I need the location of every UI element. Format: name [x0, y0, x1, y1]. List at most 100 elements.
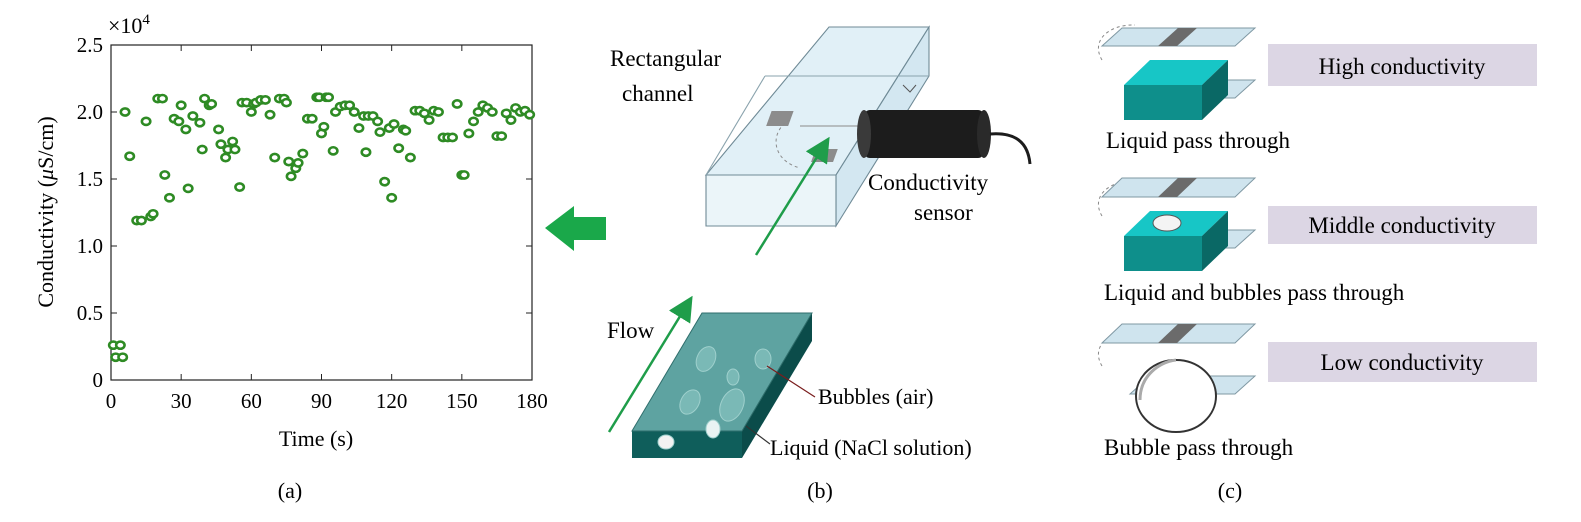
data-point: [348, 107, 360, 117]
data-point: [259, 95, 271, 105]
y-tick-label: 1.0: [77, 234, 103, 258]
data-point: [472, 107, 484, 117]
x-tick-label: 120: [376, 389, 408, 413]
liquid-cube-top: [1124, 60, 1228, 85]
data-point: [245, 107, 257, 117]
x-tick-label: 30: [171, 389, 192, 413]
state-high: High conductivity Liquid pass through: [1097, 24, 1537, 153]
bubble-in-cube: [1152, 214, 1182, 232]
y-axis-ticks: 0 0.5 1.0 1.5 2.0 2.5: [77, 33, 532, 392]
data-point: [215, 139, 227, 150]
data-point: [199, 93, 211, 104]
data-point: [446, 132, 458, 143]
data-point: [285, 171, 297, 182]
data-point: [117, 352, 129, 363]
data-point: [393, 143, 405, 154]
channel-flow-arrow: [754, 136, 830, 256]
sensor-label-line1: Conductivity: [868, 170, 989, 195]
bubbles-leader: [766, 365, 816, 398]
data-point: [297, 148, 309, 159]
x-tick-label: 90: [311, 389, 332, 413]
data-point: [306, 113, 318, 124]
electrode-top: [766, 111, 794, 126]
y-tick-label: 0.5: [77, 301, 103, 325]
data-point: [159, 170, 171, 180]
caption-high: Liquid pass through: [1106, 128, 1290, 153]
y-tick-label: 0: [93, 368, 104, 392]
badge-middle: [1268, 206, 1537, 244]
liquid-label: Liquid (NaCl solution): [770, 435, 972, 460]
conductivity-sensor-probe: [857, 110, 1032, 165]
data-point: [206, 99, 218, 109]
x-tick-label: 60: [241, 389, 262, 413]
data-point: [173, 116, 185, 127]
data-point: [388, 119, 400, 129]
data-point: [213, 124, 225, 135]
data-point: [182, 183, 194, 194]
data-point: [432, 107, 444, 117]
badge-low: [1268, 342, 1537, 382]
caption-middle: Liquid and bubbles pass through: [1104, 280, 1405, 305]
panel-c-states: High conductivity Liquid pass through Mi…: [1097, 24, 1537, 503]
badge-low-text: Low conductivity: [1321, 350, 1484, 375]
sensor-label-line2: sensor: [914, 200, 973, 225]
left-arrow-icon: [545, 206, 606, 251]
data-point: [353, 123, 365, 133]
data-point: [135, 215, 147, 226]
data-point: [119, 107, 131, 117]
data-point: [196, 144, 208, 155]
x-tick-label: 180: [516, 389, 548, 413]
data-point: [124, 151, 136, 162]
data-point: [292, 158, 304, 168]
data-point: [234, 182, 246, 192]
channel-label-line2: channel: [622, 81, 694, 106]
x-axis-label: Time (s): [279, 426, 353, 451]
data-point: [318, 121, 330, 132]
y-exponent-label: ×104: [108, 12, 150, 38]
channel-dashed-outline: [775, 119, 801, 169]
x-axis-ticks: 0 30 60 90 120 150 180: [106, 45, 548, 413]
data-point: [423, 115, 435, 125]
y-tick-label: 2.0: [77, 100, 103, 124]
data-point: [505, 115, 517, 125]
data-point: [486, 107, 498, 117]
data-point: [156, 93, 168, 104]
bubbles-label: Bubbles (air): [818, 384, 933, 409]
data-point: [360, 147, 372, 158]
data-point: [404, 152, 416, 163]
caption-low: Bubble pass through: [1104, 435, 1294, 460]
state-middle: Middle conductivity Liquid and bubbles p…: [1097, 177, 1537, 305]
data-point: [280, 97, 292, 108]
x-tick-label: 150: [446, 389, 478, 413]
channel-label-line1: Rectangular: [610, 46, 721, 71]
data-point: [323, 92, 335, 103]
data-point: [374, 127, 386, 137]
data-point: [227, 136, 239, 147]
data-point: [379, 176, 391, 187]
scatter-points: [107, 92, 536, 363]
data-point: [400, 125, 412, 136]
data-point: [229, 144, 241, 155]
bubbles: [657, 346, 772, 450]
y-axis-label: Conductivity (μS/cm): [33, 116, 58, 307]
flow-label: Flow: [607, 318, 655, 343]
data-point: [264, 109, 276, 120]
liquid-slab: [631, 312, 813, 458]
badge-high: [1268, 44, 1537, 86]
panel-a-chart: 0 0.5 1.0 1.5 2.0 2.5 0 30 60 90 120 150 180 ×104 C…: [33, 12, 548, 503]
data-point: [175, 100, 187, 111]
large-bubble: [1135, 359, 1217, 433]
slab-flow-arrow: [607, 295, 693, 433]
data-point: [114, 340, 126, 351]
y-tick-label: 1.5: [77, 167, 103, 191]
x-tick-label: 0: [106, 389, 117, 413]
liquid-leader: [745, 425, 771, 445]
data-point: [496, 131, 508, 142]
data-point: [327, 145, 339, 156]
data-point: [194, 117, 206, 128]
data-point: [147, 208, 159, 219]
data-point: [458, 170, 470, 180]
data-point: [163, 192, 175, 203]
badge-middle-text: Middle conductivity: [1308, 213, 1496, 238]
data-point: [463, 128, 475, 139]
